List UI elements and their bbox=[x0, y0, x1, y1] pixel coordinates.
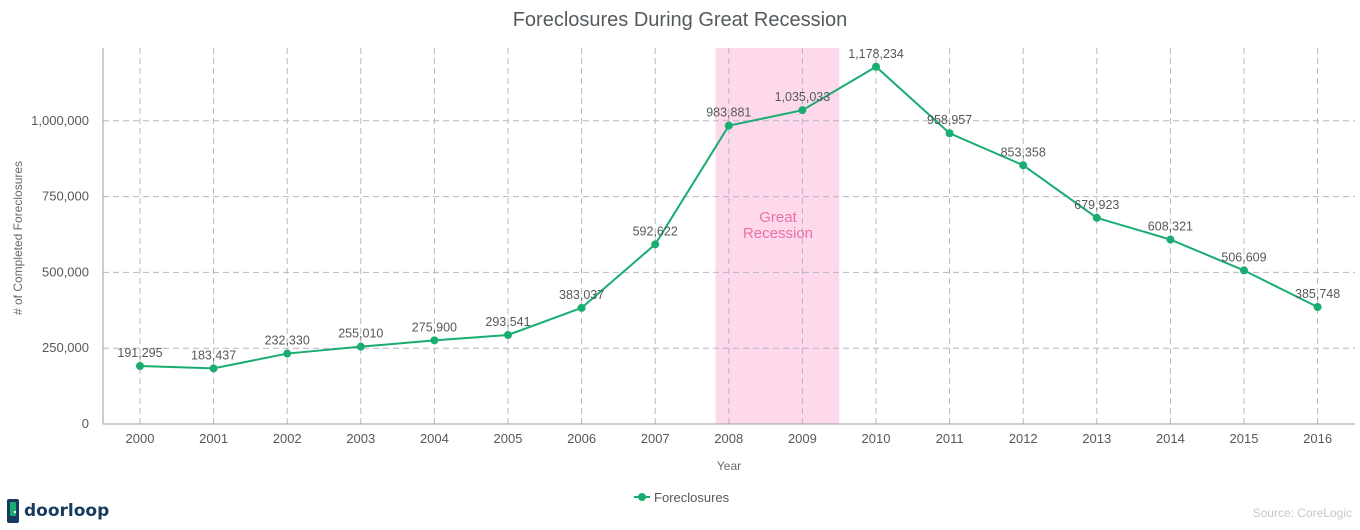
data-point bbox=[651, 240, 660, 249]
band-label: Great Recession bbox=[743, 209, 813, 242]
doorloop-logo: doorloop bbox=[6, 498, 109, 524]
data-point bbox=[724, 121, 733, 130]
band-label-line2: Recession bbox=[743, 225, 813, 242]
x-tick-label: 2004 bbox=[420, 431, 449, 446]
data-point bbox=[1092, 213, 1101, 222]
data-point bbox=[136, 361, 144, 370]
data-label: 1,035,033 bbox=[775, 90, 831, 104]
chart-title: Foreclosures During Great Recession bbox=[513, 9, 848, 31]
x-tick-label: 2005 bbox=[494, 431, 523, 446]
data-point bbox=[577, 303, 586, 312]
data-label: 191,295 bbox=[117, 346, 162, 360]
x-tick-label: 2015 bbox=[1230, 431, 1259, 446]
recession-band-rect bbox=[715, 48, 840, 424]
y-tick-label: 0 bbox=[82, 416, 89, 431]
data-label: 1,178,234 bbox=[848, 47, 904, 61]
x-tick-label: 2012 bbox=[1009, 431, 1038, 446]
band-label-line1: Great bbox=[759, 209, 797, 226]
x-ticks: 2000 2001 2002 2003 2004 2005 2006 2007 2008 2009… bbox=[126, 431, 1333, 446]
data-label: 275,900 bbox=[412, 320, 457, 334]
grid bbox=[103, 48, 1355, 424]
series-foreclosures bbox=[136, 62, 1322, 373]
x-tick-label: 2000 bbox=[126, 431, 155, 446]
data-label: 608,321 bbox=[1148, 220, 1193, 234]
y-tick-label: 750,000 bbox=[42, 189, 89, 204]
data-point bbox=[356, 342, 365, 351]
y-axis-label: # of Completed Foreclosures bbox=[11, 161, 25, 315]
data-label: 293,541 bbox=[485, 315, 530, 329]
data-label: 506,609 bbox=[1221, 250, 1266, 264]
legend-label-foreclosures: Foreclosures bbox=[654, 490, 730, 505]
legend[interactable]: Foreclosures bbox=[634, 490, 730, 505]
x-tick-label: 2006 bbox=[567, 431, 596, 446]
y-tick-label: 500,000 bbox=[42, 264, 89, 279]
x-tick-label: 2016 bbox=[1303, 431, 1332, 446]
data-label: 853,358 bbox=[1001, 145, 1046, 159]
data-label: 958,957 bbox=[927, 113, 972, 127]
x-tick-label: 2008 bbox=[714, 431, 743, 446]
x-tick-label: 2003 bbox=[346, 431, 375, 446]
legend-dot-marker bbox=[638, 493, 646, 501]
data-point bbox=[1240, 266, 1248, 275]
data-label: 385,748 bbox=[1295, 287, 1340, 301]
x-tick-label: 2001 bbox=[199, 431, 228, 446]
data-point bbox=[1019, 161, 1028, 170]
recession-band bbox=[715, 48, 840, 424]
source-credit: Source: CoreLogic bbox=[1253, 506, 1352, 520]
x-tick-label: 2009 bbox=[788, 431, 817, 446]
data-point bbox=[798, 106, 807, 115]
data-point bbox=[945, 129, 954, 138]
data-point bbox=[430, 336, 439, 345]
data-label: 983,881 bbox=[706, 106, 751, 120]
x-tick-label: 2011 bbox=[936, 431, 964, 446]
data-point bbox=[283, 349, 292, 358]
data-labels: 191,295 183,437 232,330 255,010 275,900 293,5… bbox=[117, 47, 1340, 363]
x-tick-label: 2002 bbox=[273, 431, 302, 446]
x-tick-label: 2014 bbox=[1156, 431, 1185, 446]
y-tick-label: 250,000 bbox=[42, 340, 89, 355]
y-tick-label: 1,000,000 bbox=[31, 113, 89, 128]
x-axis-label: Year bbox=[717, 459, 741, 473]
data-point bbox=[1166, 235, 1175, 244]
data-point bbox=[504, 330, 512, 339]
data-label: 383,037 bbox=[559, 288, 604, 302]
data-label: 255,010 bbox=[338, 327, 383, 341]
data-label: 183,437 bbox=[191, 348, 236, 362]
x-tick-label: 2010 bbox=[862, 431, 891, 446]
door-icon bbox=[7, 499, 19, 523]
data-point bbox=[209, 364, 218, 373]
y-ticks: 0 250,000 500,000 750,000 1,000,000 bbox=[31, 113, 89, 431]
x-tick-label: 2007 bbox=[641, 431, 670, 446]
brand-name: doorloop bbox=[24, 501, 110, 521]
data-point bbox=[872, 62, 880, 71]
data-label: 232,330 bbox=[265, 334, 310, 348]
data-label: 592,622 bbox=[633, 224, 678, 238]
data-point bbox=[1313, 303, 1322, 312]
x-tick-label: 2013 bbox=[1082, 431, 1111, 446]
data-label: 679,923 bbox=[1074, 198, 1119, 212]
